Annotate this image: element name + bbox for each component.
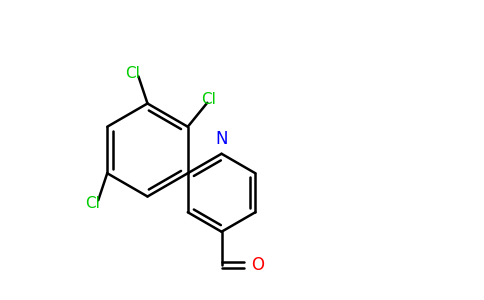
Text: Cl: Cl xyxy=(201,92,216,107)
Text: N: N xyxy=(215,130,228,148)
Text: Cl: Cl xyxy=(85,196,100,211)
Text: O: O xyxy=(252,256,265,274)
Text: Cl: Cl xyxy=(125,66,140,81)
